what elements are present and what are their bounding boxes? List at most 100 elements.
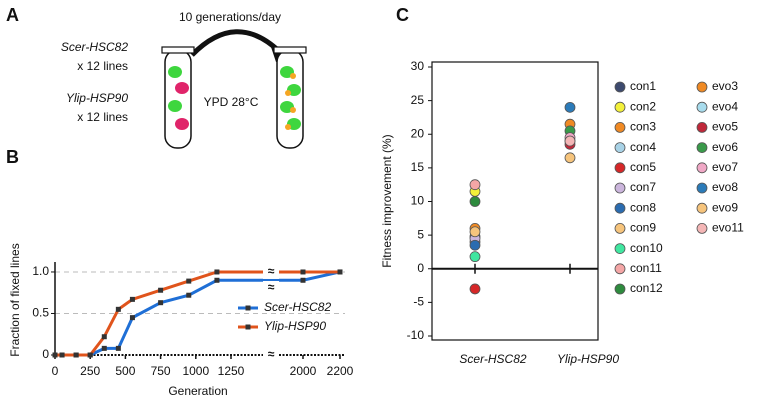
legend-marker <box>614 283 626 295</box>
data-point <box>469 239 481 251</box>
legend-label: evo6 <box>712 140 738 154</box>
legend-label: evo4 <box>712 99 738 113</box>
panel-label: B <box>6 147 19 167</box>
y-tick-label: 0 <box>417 261 424 275</box>
axis-break: ≈ <box>268 347 275 361</box>
point-marker <box>101 334 107 340</box>
legend-marker <box>614 122 626 133</box>
point-marker <box>300 277 306 283</box>
legend-marker <box>614 101 626 113</box>
legend-label: evo5 <box>712 120 738 134</box>
legend-label: con2 <box>630 99 656 113</box>
x-axis-label: Generation <box>168 384 227 398</box>
data-point <box>564 152 576 164</box>
point-marker <box>214 269 220 275</box>
legend-label: evo7 <box>712 160 738 174</box>
legend-label: con4 <box>630 140 656 154</box>
condition: YPD 28°C <box>204 95 259 109</box>
x-tick-label: 500 <box>115 364 135 378</box>
legend-marker <box>614 222 626 234</box>
tube <box>273 46 307 149</box>
point-marker <box>186 278 192 284</box>
legend-marker <box>245 305 251 311</box>
legend-marker <box>614 81 626 93</box>
legend-label: con7 <box>630 180 656 194</box>
x-tick-label: 1250 <box>218 364 245 378</box>
legend-marker <box>696 202 708 214</box>
point-marker <box>214 277 220 283</box>
x-tick-label: 1000 <box>182 364 209 378</box>
y-axis-label: Fitness improvement (%) <box>380 134 394 267</box>
y-tick-label: 0.5 <box>32 306 49 320</box>
x-tick-label: 2200 <box>327 364 354 378</box>
strain-name: Scer-HSC82 <box>61 40 128 54</box>
y-tick-label: 1.0 <box>32 264 49 278</box>
chart-layer: 0 0.5 1.0 0 250 500 750 1000 1250 2000 2200 Scer-HS… <box>32 59 744 378</box>
legend-label: con12 <box>630 281 663 295</box>
point-marker <box>337 269 343 275</box>
legend-marker <box>614 263 626 275</box>
legend-marker <box>696 162 708 174</box>
y-axis-label: Fraction of fixed lines <box>8 243 22 356</box>
point-marker <box>59 352 65 358</box>
tube <box>161 46 195 149</box>
legend-marker <box>696 142 708 154</box>
legend-label: con1 <box>630 79 656 93</box>
panel-label: C <box>396 5 409 25</box>
legend-label: Ylip-HSP90 <box>264 319 326 333</box>
point-marker <box>158 300 164 306</box>
strain-count: x 12 lines <box>77 110 128 124</box>
legend-label: con11 <box>630 261 662 275</box>
legend-label: con5 <box>630 160 656 174</box>
legend-marker <box>614 142 626 154</box>
y-tick-label: 0 <box>42 347 49 361</box>
legend-marker <box>614 182 626 194</box>
point-marker <box>129 296 135 302</box>
legend-label: con3 <box>630 120 656 134</box>
legend-marker <box>696 81 708 93</box>
legend-label: con9 <box>630 221 656 235</box>
y-tick-label: 5 <box>417 227 424 241</box>
legend-marker <box>696 101 708 113</box>
legend-label: evo9 <box>712 200 738 214</box>
legend-marker <box>614 162 626 174</box>
break-mask <box>263 264 279 279</box>
arrow-label: 10 generations/day <box>179 10 281 24</box>
data-point <box>469 283 481 295</box>
axis-breaks: ≈ ≈ ≈ <box>263 264 279 362</box>
point-marker <box>186 292 192 298</box>
strain-count: x 12 lines <box>77 59 128 73</box>
legend-marker <box>696 122 708 133</box>
y-tick-label: 30 <box>411 59 425 73</box>
point-marker <box>115 345 121 351</box>
x-tick-label: 250 <box>80 364 100 378</box>
x-tick-label: Ylip-HSP90 <box>557 352 619 366</box>
break-mask <box>263 348 279 362</box>
y-tick-label: 15 <box>411 160 425 174</box>
legend-marker <box>245 324 251 330</box>
point-marker <box>158 287 164 293</box>
x-tick-label: 750 <box>151 364 171 378</box>
x-tick-label: 2000 <box>290 364 317 378</box>
y-tick-label: 25 <box>411 93 425 107</box>
panel-label: A <box>6 5 19 25</box>
legend-label: evo3 <box>712 79 738 93</box>
point-marker <box>115 306 121 312</box>
data-point <box>469 196 481 207</box>
axis-break: ≈ <box>268 264 275 278</box>
point-marker <box>73 352 79 358</box>
legend-marker <box>614 243 626 255</box>
y-tick-label: -5 <box>413 295 424 309</box>
data-point <box>469 179 481 191</box>
y-tick-label: -10 <box>407 328 425 342</box>
legend-marker <box>696 222 708 234</box>
legend-label: con8 <box>630 200 656 214</box>
legend-label: evo8 <box>712 180 738 194</box>
data-point <box>469 251 481 263</box>
legend-label: Scer-HSC82 <box>264 300 331 314</box>
legend-marker <box>614 202 626 214</box>
point-marker <box>129 315 135 321</box>
legend-label: evo11 <box>712 221 744 235</box>
arrow <box>190 29 282 57</box>
